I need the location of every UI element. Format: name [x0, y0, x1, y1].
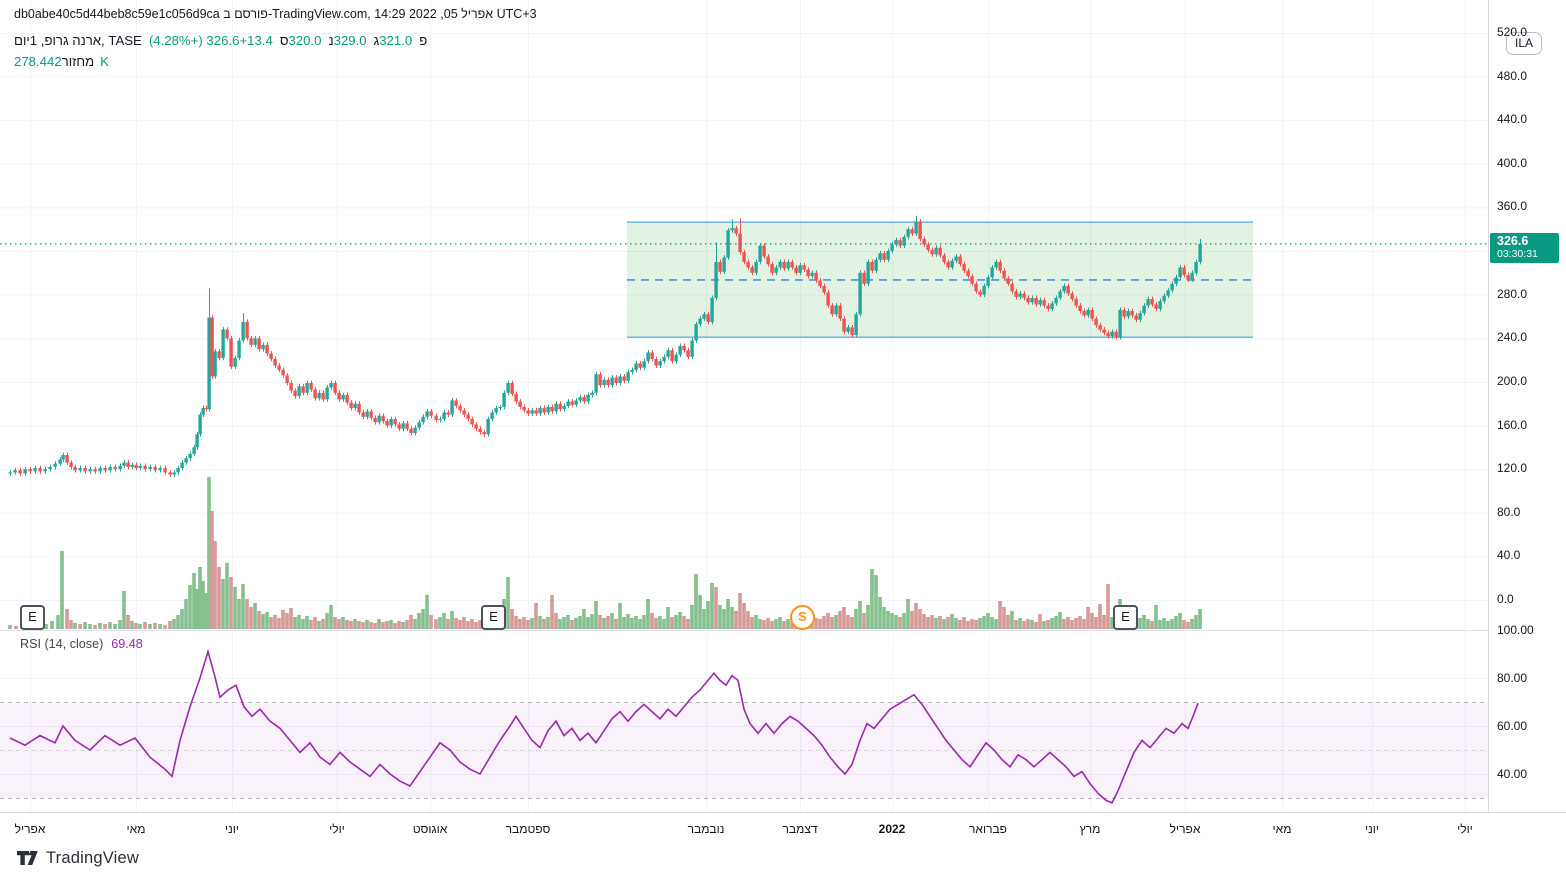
symbol-legend[interactable]: ארנה גרופ, 1יום, TASE פ 321.0ג 329.0נ 320.0ס… [14, 33, 427, 48]
tradingview-logo-text: TradingView [46, 849, 139, 867]
rsi-tick: 40.00 [1497, 767, 1528, 781]
time-axis-label: יולי [1457, 822, 1473, 836]
price-tick: 400.0 [1497, 155, 1528, 170]
time-axis-label: מרץ [1079, 822, 1101, 836]
price-tick: 80.0 [1497, 504, 1521, 519]
open-value: 321.0 [379, 33, 413, 48]
time-axis-label: ספטמבר [505, 822, 551, 836]
tradingview-mark-icon [17, 851, 38, 865]
price-tick: 200.0 [1497, 373, 1528, 388]
split-marker[interactable]: S [790, 605, 815, 630]
time-axis-label: אפריל [1169, 822, 1201, 836]
published-info-line: db0abe40c5d44beb8c59e1c056d9ca ב‎ פורסם‎… [14, 7, 537, 21]
time-axis-label: נובמבר [687, 822, 725, 836]
time-axis-label: 2022 [878, 822, 906, 836]
close-key: ס [279, 33, 289, 48]
chart-canvas [0, 0, 1488, 812]
volume-series [8, 477, 1202, 629]
time-axis-label: מאי [1272, 822, 1292, 836]
high-key: ג [373, 33, 380, 48]
currency-badge[interactable]: ILA [1506, 32, 1542, 55]
last-price-value: 326.6 [1497, 234, 1529, 248]
time-axis-label: יולי [329, 822, 345, 836]
time-axis-label: אוגוסט [412, 822, 448, 836]
rsi-tick: 60.00 [1497, 719, 1528, 733]
bar-countdown: 03:30:31 [1497, 248, 1538, 260]
time-axis-label: יוני [224, 822, 240, 836]
range-box-drawing [627, 221, 1253, 338]
rsi-tick: 80.00 [1497, 671, 1528, 685]
price-tick: 360.0 [1497, 199, 1528, 214]
grid-lines [0, 0, 1488, 812]
low-key: נ [328, 33, 334, 48]
earnings-marker[interactable]: E [481, 605, 506, 630]
rsi-label: RSI (14, close) [20, 637, 104, 651]
volume-value: 278.442K [14, 54, 109, 69]
time-axis-label: פברואר [969, 822, 1007, 836]
volume-label: מחזור [61, 54, 95, 69]
symbol-title: ארנה גרופ, 1יום, TASE [14, 33, 142, 48]
rsi-line [9, 648, 1199, 804]
price-axis[interactable]: ILA 520.0 480.0 440.0 400.0 360.0 280.0 240.0 2… [1488, 0, 1566, 845]
price-tick: 520.0 [1497, 24, 1528, 39]
time-axis-label: אפריל [14, 822, 46, 836]
high-value: 329.0 [333, 33, 367, 48]
chart-plot-area[interactable]: db0abe40c5d44beb8c59e1c056d9ca ב‎ פורסם‎… [0, 0, 1488, 845]
price-tick: 120.0 [1497, 461, 1528, 476]
open-key: פ [419, 33, 428, 48]
earnings-marker[interactable]: E [1113, 605, 1138, 630]
rsi-legend[interactable]: RSI (14, close) 69.48 [20, 637, 143, 651]
price-tick: 280.0 [1497, 286, 1528, 301]
last-price-badge: 326.6 03:30:31 [1490, 233, 1559, 263]
time-axis[interactable]: אפריל מאי יוני יולי אוגוסט ספטמבר נובמבר דצמבר 2… [0, 812, 1566, 846]
volume-legend[interactable]: מחזור278.442K [14, 54, 109, 69]
earnings-marker[interactable]: E [20, 605, 45, 630]
rsi-value: 69.48 [111, 637, 143, 651]
price-tick: 0.0 [1497, 592, 1514, 606]
tradingview-logo[interactable]: TradingView [16, 849, 139, 868]
price-tick: 440.0 [1497, 112, 1528, 127]
change-value: +13.4 (+4.28%) [148, 33, 273, 48]
time-axis-label: מאי [126, 822, 146, 836]
price-tick: 240.0 [1497, 330, 1528, 345]
close-value: 326.6 [206, 33, 240, 48]
candlestick-series [8, 216, 1202, 477]
low-value: 320.0 [288, 33, 322, 48]
rsi-band [0, 702, 1488, 799]
price-tick: 160.0 [1497, 417, 1528, 432]
rsi-tick: 100.00 [1497, 623, 1534, 637]
price-tick: 480.0 [1497, 68, 1528, 83]
time-axis-label: דצמבר [782, 822, 818, 836]
price-tick: 40.0 [1497, 548, 1521, 563]
time-axis-label: יוני [1364, 822, 1380, 836]
